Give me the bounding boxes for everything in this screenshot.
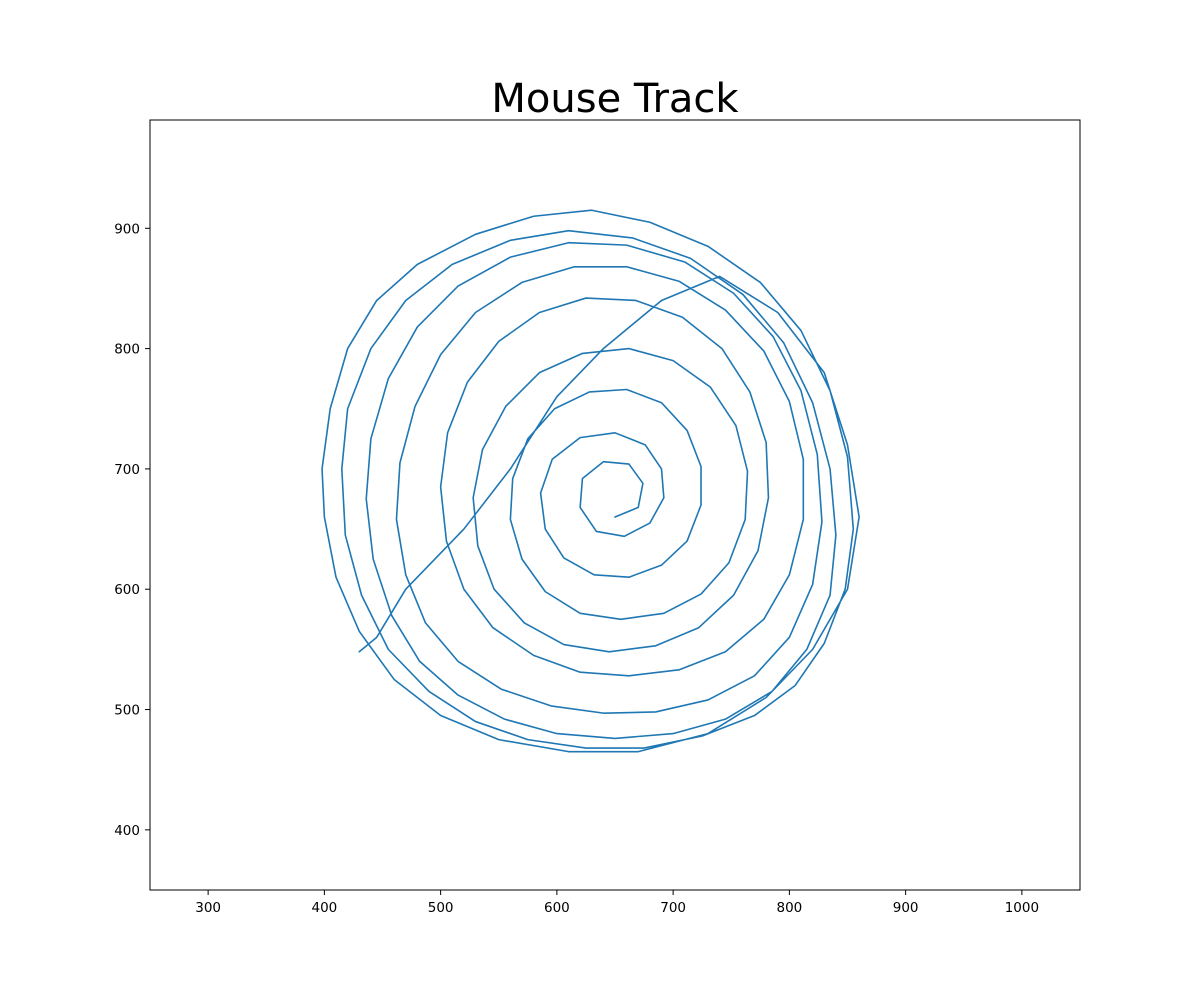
track-layer (321, 209, 860, 753)
x-tick-label: 1000 (1005, 900, 1039, 916)
plot-area-frame (149, 119, 1081, 891)
x-tick-label: 900 (893, 900, 919, 916)
chart-title: Mouse Track (491, 76, 739, 122)
y-tick-label: 500 (114, 703, 140, 719)
y-tick-label: 800 (114, 342, 140, 358)
x-tick-label: 300 (195, 900, 221, 916)
y-axis: 400 500 600 700 800 900 (114, 221, 150, 839)
y-tick-label: 600 (114, 582, 140, 598)
x-tick-label: 600 (544, 900, 570, 916)
track-series-line (321, 209, 860, 753)
y-tick-label: 400 (114, 823, 140, 839)
x-tick-label: 400 (311, 900, 337, 916)
x-tick-label: 700 (660, 900, 686, 916)
y-tick-label: 700 (114, 462, 140, 478)
x-axis: 300 400 500 600 700 800 900 1000 (195, 890, 1039, 916)
y-tick-label: 900 (114, 221, 140, 237)
x-tick-label: 500 (428, 900, 454, 916)
x-tick-label: 800 (776, 900, 802, 916)
